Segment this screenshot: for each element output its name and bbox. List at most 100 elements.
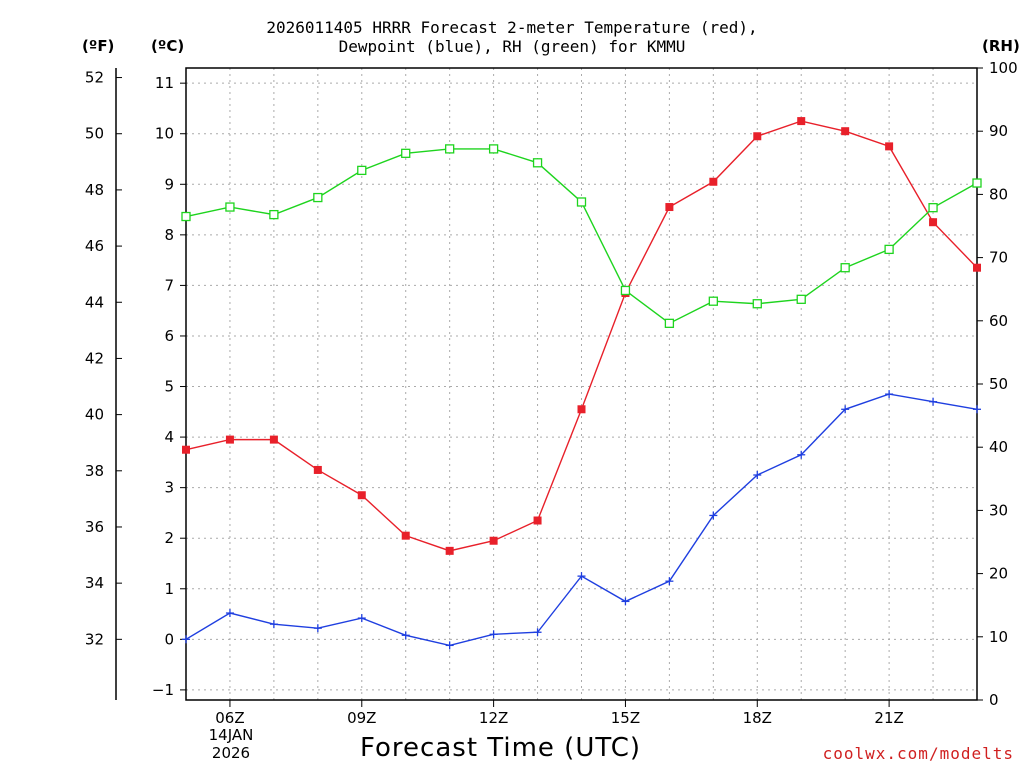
celsius-tick-label: 9 bbox=[164, 175, 174, 193]
dewpoint-point bbox=[753, 471, 762, 480]
fahrenheit-tick-label: 42 bbox=[85, 349, 104, 367]
rh-point bbox=[796, 294, 806, 304]
data-series bbox=[181, 117, 982, 650]
celsius-tick-label: 4 bbox=[164, 428, 174, 446]
x-tick-label: 15Z bbox=[611, 709, 640, 727]
celsius-tick-label: 2 bbox=[164, 529, 174, 547]
rh-tick-label: 0 bbox=[989, 691, 999, 709]
fahrenheit-tick-label: 38 bbox=[85, 462, 104, 480]
dewpoint-point bbox=[401, 631, 410, 640]
rh-point bbox=[752, 299, 762, 309]
temperature-point bbox=[709, 177, 718, 186]
temperature-point bbox=[445, 546, 454, 555]
rh-tick-label: 20 bbox=[989, 565, 1008, 583]
rh-tick-label: 10 bbox=[989, 628, 1008, 646]
temperature-point bbox=[225, 435, 234, 444]
rh-point bbox=[884, 244, 894, 255]
rh-point bbox=[928, 203, 938, 213]
fahrenheit-axis-label: (ºF) bbox=[82, 37, 115, 55]
celsius-tick-label: 1 bbox=[164, 580, 174, 598]
rh-point bbox=[269, 209, 279, 220]
rh-point bbox=[313, 192, 323, 203]
fahrenheit-tick-label: 52 bbox=[85, 69, 104, 87]
rh-point bbox=[664, 318, 675, 328]
celsius-tick-label: 3 bbox=[164, 479, 174, 497]
x-tick-label: 21Z bbox=[874, 709, 903, 727]
temperature-point bbox=[577, 405, 586, 414]
celsius-tick-label: 8 bbox=[164, 226, 174, 244]
temperature-point bbox=[533, 516, 542, 525]
dewpoint-point bbox=[973, 405, 981, 414]
fahrenheit-tick-label: 44 bbox=[85, 293, 104, 311]
x-tick-label: 06Z bbox=[215, 709, 244, 727]
rh-point bbox=[357, 165, 367, 176]
x-tick-label: 12Z bbox=[479, 709, 508, 727]
rh-tick-label: 80 bbox=[989, 185, 1008, 203]
dewpoint-point bbox=[929, 397, 938, 406]
fahrenheit-tick-label: 40 bbox=[85, 406, 104, 424]
celsius-tick-label: 0 bbox=[164, 630, 174, 648]
dewpoint-point bbox=[533, 628, 542, 637]
rh-tick-label: 70 bbox=[989, 249, 1008, 267]
dewpoint-point bbox=[577, 572, 586, 581]
date-label-year: 2026 bbox=[211, 744, 251, 762]
rh-tick-label: 100 bbox=[989, 59, 1018, 77]
celsius-tick-label: 6 bbox=[164, 327, 174, 345]
temperature-point bbox=[269, 435, 278, 444]
dewpoint-point bbox=[445, 641, 454, 650]
dewpoint-point bbox=[313, 624, 322, 633]
rh-tick-label: 30 bbox=[989, 501, 1008, 519]
temperature-point bbox=[182, 445, 190, 454]
rh-point bbox=[225, 202, 235, 212]
dewpoint-point bbox=[489, 630, 498, 639]
fahrenheit-tick-label: 36 bbox=[85, 518, 104, 536]
temperature-point bbox=[401, 531, 410, 540]
axes bbox=[115, 67, 983, 707]
celsius-tick-label: 7 bbox=[164, 276, 174, 294]
temperature-point bbox=[357, 491, 366, 500]
temperature-point bbox=[489, 536, 498, 545]
fahrenheit-tick-label: 46 bbox=[85, 237, 104, 255]
celsius-tick-label: 5 bbox=[164, 378, 174, 396]
rh-point bbox=[181, 211, 191, 222]
rh-axis-label: (RH) bbox=[982, 37, 1020, 55]
grid-lines bbox=[186, 68, 977, 700]
dewpoint-point bbox=[665, 577, 674, 586]
dewpoint-point bbox=[182, 635, 190, 644]
rh-point bbox=[840, 263, 850, 273]
rh-tick-label: 60 bbox=[989, 312, 1008, 330]
rh-point bbox=[532, 158, 543, 168]
dewpoint-point bbox=[269, 620, 278, 629]
rh-point bbox=[445, 144, 455, 154]
temperature-point bbox=[929, 218, 938, 227]
dewpoint-point bbox=[709, 511, 718, 520]
plot-frame bbox=[185, 67, 978, 701]
fahrenheit-tick-label: 50 bbox=[85, 125, 104, 143]
rh-point bbox=[972, 178, 982, 188]
dewpoint-point bbox=[885, 390, 894, 399]
dewpoint-point bbox=[621, 597, 630, 606]
x-axis-title: Forecast Time (UTC) bbox=[360, 733, 642, 763]
rh-point bbox=[576, 197, 587, 207]
temperature-point bbox=[753, 132, 762, 141]
chart-title-line-1: 2026011405 HRRR Forecast 2-meter Tempera… bbox=[266, 18, 758, 37]
chart-title-line-2: Dewpoint (blue), RH (green) for KMMU bbox=[338, 37, 686, 56]
rh-point bbox=[620, 285, 631, 296]
fahrenheit-tick-label: 34 bbox=[85, 574, 104, 592]
fahrenheit-tick-label: 48 bbox=[85, 181, 104, 199]
x-tick-label: 18Z bbox=[743, 709, 772, 727]
rh-tick-label: 90 bbox=[989, 122, 1008, 140]
celsius-axis-label: (ºC) bbox=[151, 37, 185, 55]
dewpoint-point bbox=[225, 609, 234, 618]
rh-point bbox=[401, 148, 411, 158]
celsius-tick-label: 11 bbox=[155, 74, 174, 92]
temperature-point bbox=[797, 117, 806, 126]
temperature-point bbox=[841, 127, 850, 136]
credit-link[interactable]: coolwx.com/modelts bbox=[822, 744, 1014, 763]
temperature-point bbox=[665, 203, 674, 212]
celsius-tick-label: 10 bbox=[155, 125, 174, 143]
rh-point bbox=[488, 144, 499, 154]
fahrenheit-tick-label: 32 bbox=[85, 630, 104, 648]
